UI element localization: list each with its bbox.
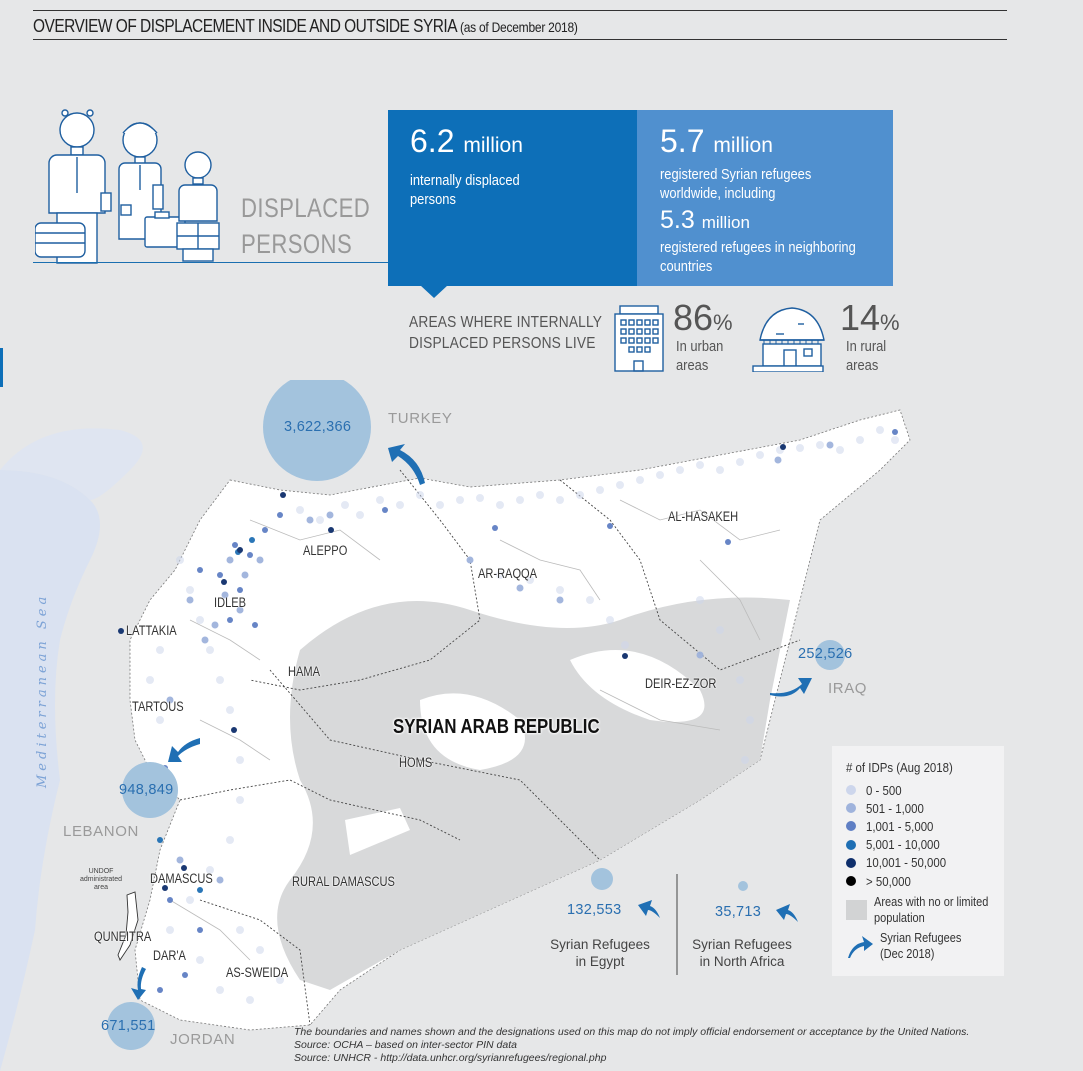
hut-icon [752,307,825,372]
mediterranean-sea [0,470,100,1071]
label-tartous: TARTOUS [132,699,184,714]
legend-limited-area: Areas with no or limited population [846,894,992,926]
pointer-triangle [420,285,448,298]
north-africa-refugee-count: 35,713 [715,904,762,920]
label-idleb: IDLEB [214,595,247,610]
lebanon-refugee-bubble [122,762,178,818]
refugees-worldwide-description: registered Syrian refugees worldwide, in… [660,166,812,202]
egypt-caption: Syrian Refugees in Egypt [550,937,650,969]
legend-item: 10,001 - 50,000 [846,854,992,872]
idp-description: internally displaced persons [410,172,520,208]
disclaimer: The boundaries and names shown and the d… [294,1026,970,1038]
refugees-worldwide-number: 5.7 million [660,123,773,159]
label-ar-raqqa: AR-RAQQA [478,566,538,581]
egypt-refugee-count: 132,553 [567,902,622,918]
label-quneitra: QUNEITRA [94,929,152,944]
turkey-refugee-count: 3,622,366 [284,419,352,435]
source-unhcr: Source: UNHCR - http://data.unhcr.org/sy… [294,1052,607,1064]
label-homs: HOMS [399,755,433,770]
idp-stat-box: 6.2 million internally displaced persons [388,110,637,286]
north-africa-refugee-bubble [738,881,748,891]
iraq-arrow-icon [770,678,812,697]
idp-number: 6.2 million [410,123,523,159]
grey-swatch-icon [846,900,867,921]
label-damascus: DAMASCUS [150,871,213,886]
syria-map[interactable] [0,380,1083,1071]
rural-percentage: 14% [840,297,900,338]
turkey-refugee-bubble [263,380,371,481]
jordan-refugee-bubble [107,1002,155,1050]
curved-arrow-icon [848,936,873,959]
dot-icon [846,821,856,832]
rural-description: In rural areas [846,338,887,374]
country-label-turkey: TURKEY [388,410,453,427]
turkey-arrow-icon [388,444,425,485]
label-aleppo: ALEPPO [303,543,348,558]
title-bar: OVERVIEW OF DISPLACEMENT INSIDE AND OUTS… [33,10,1007,40]
north-africa-arrow-icon [776,904,798,922]
undof-area [117,891,139,961]
building-icon [614,305,664,372]
iraq-refugee-bubble [815,640,845,670]
legend-item: 1,001 - 5,000 [846,817,992,835]
egypt-refugee-bubble [591,868,613,890]
page-title: OVERVIEW OF DISPLACEMENT INSIDE AND OUTS… [33,16,578,36]
label-hama: HAMA [288,664,320,679]
country-title: SYRIAN ARAB REPUBLIC [393,716,600,738]
legend-item: 501 - 1,000 [846,799,992,817]
label-dara: DAR'A [153,948,186,963]
idp-dots [118,426,899,1004]
divider [33,262,389,263]
undof-label: UNDOF administrated area [80,868,123,891]
legend-item: 5,001 - 10,000 [846,836,992,854]
north-africa-caption: Syrian Refugees in North Africa [692,937,792,969]
legend-item: > 50,000 [846,872,992,890]
dot-icon [846,857,856,868]
areas-label: AREAS WHERE INTERNALLY DISPLACED PERSONS… [409,314,603,352]
refugee-arrows [131,444,812,1000]
dot-icon [846,876,856,887]
legend-title: # of IDPs (Aug 2018) [846,760,953,775]
iraq-refugee-count: 252,526 [798,646,853,662]
label-as-sweida: AS-SWEIDA [226,965,289,980]
label-lattakia: LATTAKIA [126,623,177,638]
sea-label: Mediterranean Sea [35,592,50,788]
country-label-iraq: IRAQ [828,680,868,697]
refugee-stat-box: 5.7 million registered Syrian refugees w… [637,110,893,286]
urban-percentage: 86% [673,297,733,338]
label-deir-ez-zor: DEIR-EZ-ZOR [645,676,717,691]
urban-description: In urban areas [676,338,724,374]
lebanon-arrow-icon [168,738,200,762]
page-subtitle: (as of December 2018) [459,19,578,35]
label-rural-damascus: RURAL DAMASCUS [292,874,395,889]
label-al-hasakeh: AL-HASAKEH [668,509,739,524]
legend-refugee-arrow: Syrian Refugees (Dec 2018) [846,930,992,962]
map-legend: # of IDPs (Aug 2018) 0 - 500 501 - 1,000… [832,746,1004,976]
jordan-refugee-count: 671,551 [101,1018,156,1034]
refugees-neighboring-number: 5.3 million [660,206,750,234]
jordan-arrow-icon [131,967,146,1000]
lebanon-refugee-count: 948,849 [119,782,174,798]
dot-icon [846,785,856,796]
dot-icon [846,803,856,814]
egypt-arrow-icon [638,900,660,918]
footnote: The boundaries and names shown and the d… [294,1026,969,1065]
displaced-persons-label: DISPLACED PERSONS [241,193,371,259]
section-accent-bar [0,348,3,387]
refugees-neighboring-description: registered refugees in neighboring count… [660,239,856,275]
country-label-jordan: JORDAN [170,1031,236,1048]
dot-icon [846,839,856,850]
country-label-lebanon: LEBANON [63,823,139,840]
legend-item: 0 - 500 [846,781,992,799]
source-ocha: Source: OCHA – based on inter-sector PIN… [294,1039,517,1051]
family-with-luggage-icon [35,109,220,264]
